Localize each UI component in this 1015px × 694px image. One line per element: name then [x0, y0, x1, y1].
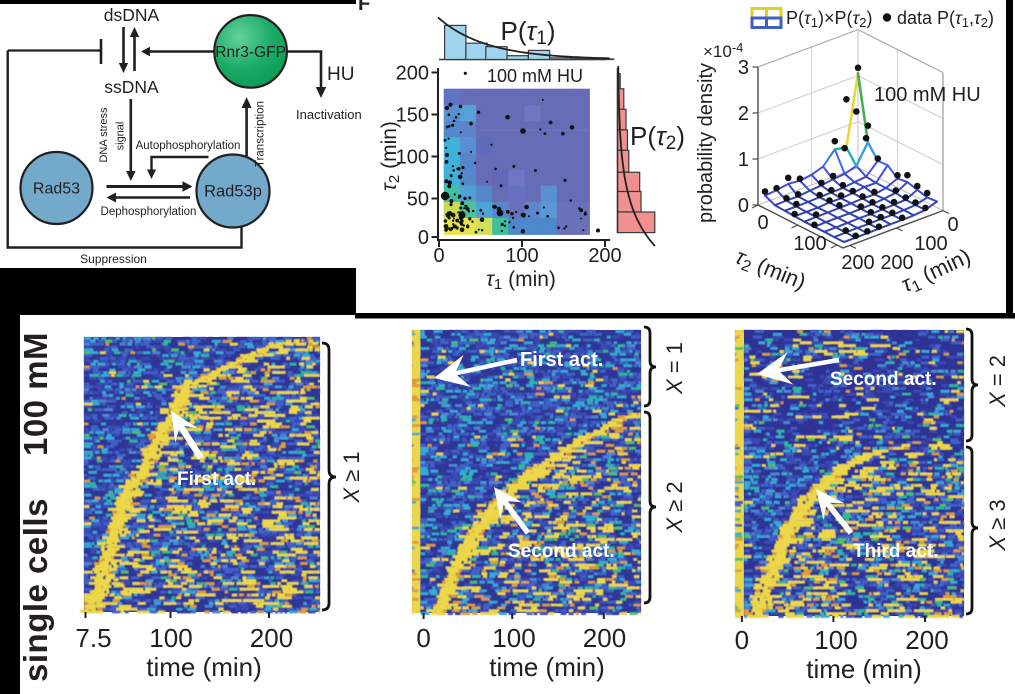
svg-text:P(τ1)×P(τ2): P(τ1)×P(τ2)	[786, 8, 872, 30]
svg-text:0: 0	[735, 625, 749, 655]
svg-text:200: 200	[905, 625, 948, 655]
svg-text:DNA stress: DNA stress	[98, 107, 110, 163]
svg-text:Third act.: Third act.	[853, 541, 939, 562]
svg-text:50: 50	[407, 189, 429, 211]
svg-text:HU: HU	[327, 64, 354, 85]
svg-text:data P(τ1,τ2): data P(τ1,τ2)	[897, 8, 994, 30]
svg-text:0: 0	[416, 623, 430, 653]
svg-text:200: 200	[583, 623, 626, 653]
svg-text:F: F	[358, 0, 370, 15]
svg-text:First act.: First act.	[520, 349, 603, 371]
svg-text:0: 0	[738, 195, 749, 217]
svg-text:0: 0	[433, 245, 444, 267]
svg-text:Transcription: Transcription	[255, 101, 267, 167]
svg-text:dsDNA: dsDNA	[104, 5, 160, 25]
svg-text:X = 1: X = 1	[662, 342, 687, 395]
svg-text:Rad53p: Rad53p	[204, 183, 262, 201]
svg-text:probability density: probability density	[695, 63, 717, 223]
svg-text:150: 150	[396, 105, 429, 127]
svg-text:P(τ1): P(τ1)	[501, 16, 556, 49]
svg-text:200: 200	[880, 252, 913, 274]
svg-text:signal: signal	[115, 122, 127, 151]
svg-text:100: 100	[396, 147, 429, 169]
svg-text:0: 0	[418, 227, 429, 249]
svg-text:Suppression: Suppression	[80, 252, 147, 266]
svg-text:100 mM HU: 100 mM HU	[874, 84, 981, 106]
svg-text:Rad53: Rad53	[33, 181, 80, 198]
svg-text:1: 1	[738, 149, 749, 171]
svg-text:Inactivation: Inactivation	[296, 107, 362, 122]
svg-text:100: 100	[814, 625, 857, 655]
svg-text:X ≥ 2: X ≥ 2	[662, 481, 687, 533]
svg-text:2: 2	[738, 103, 749, 125]
svg-text:X ≥ 1: X ≥ 1	[339, 451, 364, 503]
svg-text:Second act.: Second act.	[508, 541, 615, 562]
svg-text:0: 0	[757, 212, 768, 234]
svg-text:P(τ2): P(τ2)	[630, 121, 685, 154]
svg-text:Dephosphorylation: Dephosphorylation	[101, 206, 197, 218]
svg-text:100: 100	[492, 623, 535, 653]
svg-text:100 mM: 100 mM	[17, 332, 54, 456]
svg-text:X ≥ 3: X ≥ 3	[985, 499, 1010, 551]
svg-text:100: 100	[914, 233, 947, 255]
svg-text:100 mM HU: 100 mM HU	[487, 66, 583, 86]
svg-text:200: 200	[841, 252, 874, 274]
svg-text:200: 200	[588, 245, 621, 267]
svg-text:7.5: 7.5	[75, 623, 111, 653]
svg-text:First act.: First act.	[177, 469, 256, 490]
svg-text:0: 0	[947, 214, 958, 236]
svg-text:100: 100	[793, 233, 826, 255]
svg-text:X = 2: X = 2	[985, 355, 1010, 408]
svg-text:Second act.: Second act.	[830, 369, 937, 390]
svg-text:single cells: single cells	[17, 498, 54, 682]
svg-text:ssDNA: ssDNA	[104, 77, 159, 97]
svg-text:Rnr3-GFP: Rnr3-GFP	[215, 44, 286, 61]
svg-text:time (min): time (min)	[146, 652, 262, 682]
svg-text:100: 100	[505, 245, 538, 267]
svg-text:Autophosphorylation: Autophosphorylation	[136, 140, 241, 152]
svg-text:3: 3	[738, 57, 749, 79]
svg-text:time (min): time (min)	[489, 652, 605, 682]
svg-text:100: 100	[149, 623, 192, 653]
svg-text:time (min): time (min)	[806, 654, 922, 684]
svg-text:200: 200	[396, 63, 429, 85]
svg-text:200: 200	[250, 623, 293, 653]
